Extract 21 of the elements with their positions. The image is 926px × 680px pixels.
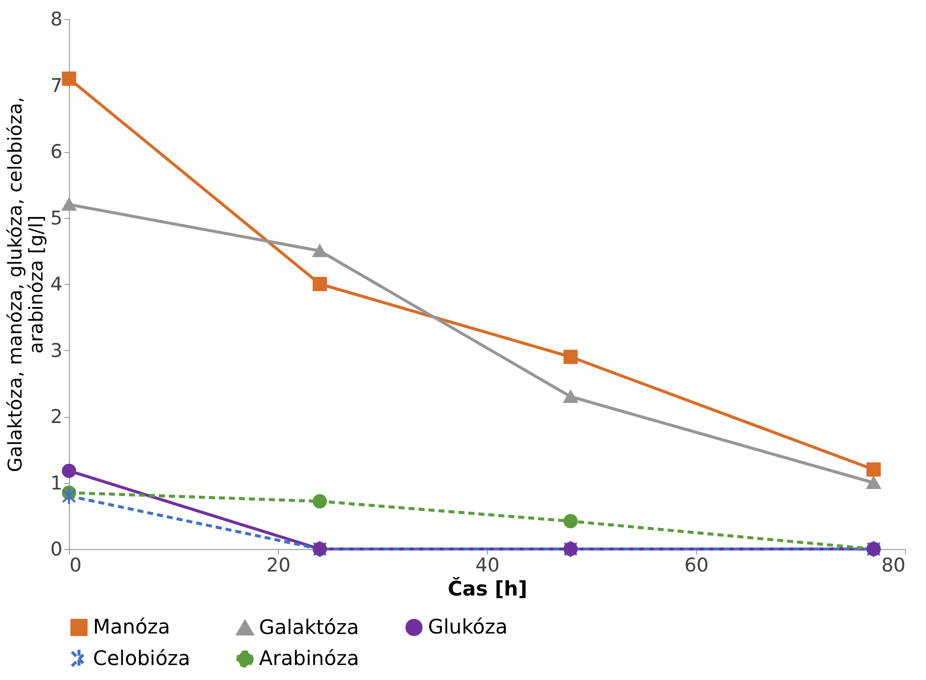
x-tick-label: 80 xyxy=(881,554,906,576)
legend-label: Glukóza xyxy=(428,614,508,638)
y-tick-label: 2 xyxy=(50,406,62,428)
y-tick-label: 3 xyxy=(50,340,62,362)
legend-label: Arabinóza xyxy=(259,646,360,670)
legend-label: Galaktóza xyxy=(259,614,359,639)
y-tick-label: 7 xyxy=(50,74,62,97)
x-tick-label: 20 xyxy=(266,554,291,576)
y-tick-label: 4 xyxy=(50,274,62,296)
y-tick-label: 1 xyxy=(50,472,62,494)
y-tick-label: 6 xyxy=(50,141,62,163)
y-tick-label: 0 xyxy=(50,538,62,560)
x-tick-label: 0 xyxy=(70,554,82,576)
x-tick-label: 60 xyxy=(684,554,709,576)
x-axis-title: Čas [h] xyxy=(448,576,528,600)
y-tick-label: 8 xyxy=(50,8,62,30)
legend-label: Celobióza xyxy=(93,646,190,670)
y-axis-title: Galaktóza, manóza, glukóza, celobióza, arabinóza [g/l] xyxy=(4,96,48,472)
legend-label: Manóza xyxy=(93,614,170,638)
x-tick-label: 40 xyxy=(475,554,500,576)
y-tick-label: 5 xyxy=(50,207,62,230)
